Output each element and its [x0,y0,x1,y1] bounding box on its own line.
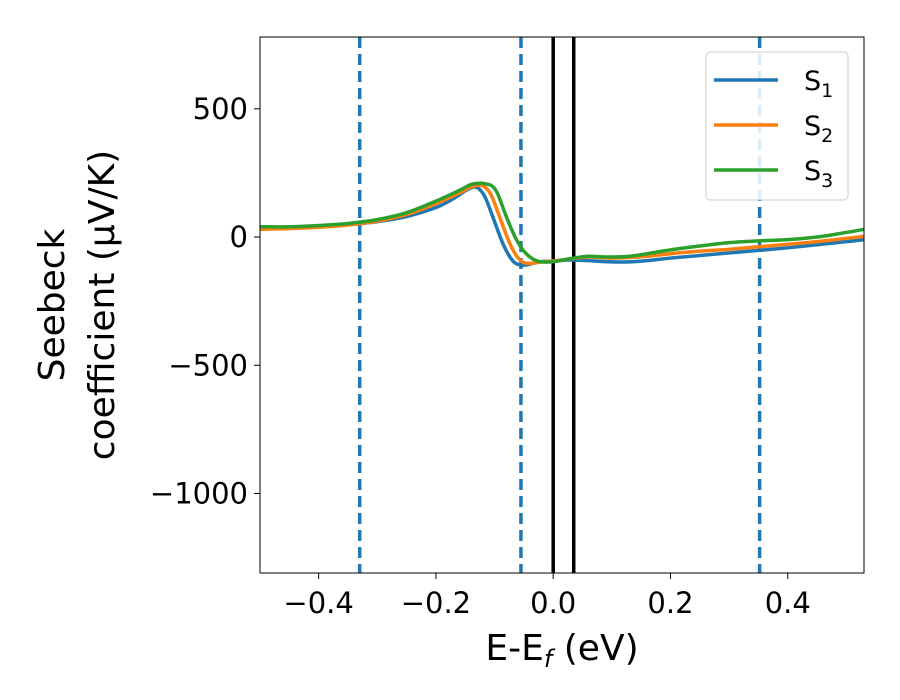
x-tick-label: −0.2 [401,586,471,620]
legend: S1 S2 S3 [705,51,849,201]
y-axis-label: Seebeck coefficient (μV/K) [32,150,123,460]
y-axis: −1000 −500 0 500 [150,92,260,510]
x-tick-label: 0.0 [530,586,576,620]
legend-label-s3: S3 [804,156,833,192]
x-tick-label: 0.2 [647,586,693,620]
x-axis-label: E-Ef (eV) [485,628,638,673]
x-tick-label: −0.4 [283,586,353,620]
x-axis: −0.4 −0.2 0.0 0.2 0.4 [283,573,811,620]
legend-label-s1: S1 [804,66,833,102]
y-tick-label: −1000 [150,476,248,510]
x-tick-label: 0.4 [765,586,811,620]
series-line-s3 [260,181,864,264]
y-axis-label-line2: coefficient (μV/K) [82,150,123,460]
y-tick-label: 0 [230,220,248,254]
legend-label-s2: S2 [804,111,833,147]
y-tick-label: −500 [168,348,248,382]
y-axis-label-line1: Seebeck [32,228,73,381]
plot-frame [259,36,865,574]
reference-lines [357,37,762,573]
series-lines [260,181,864,267]
y-tick-label: 500 [193,92,248,126]
